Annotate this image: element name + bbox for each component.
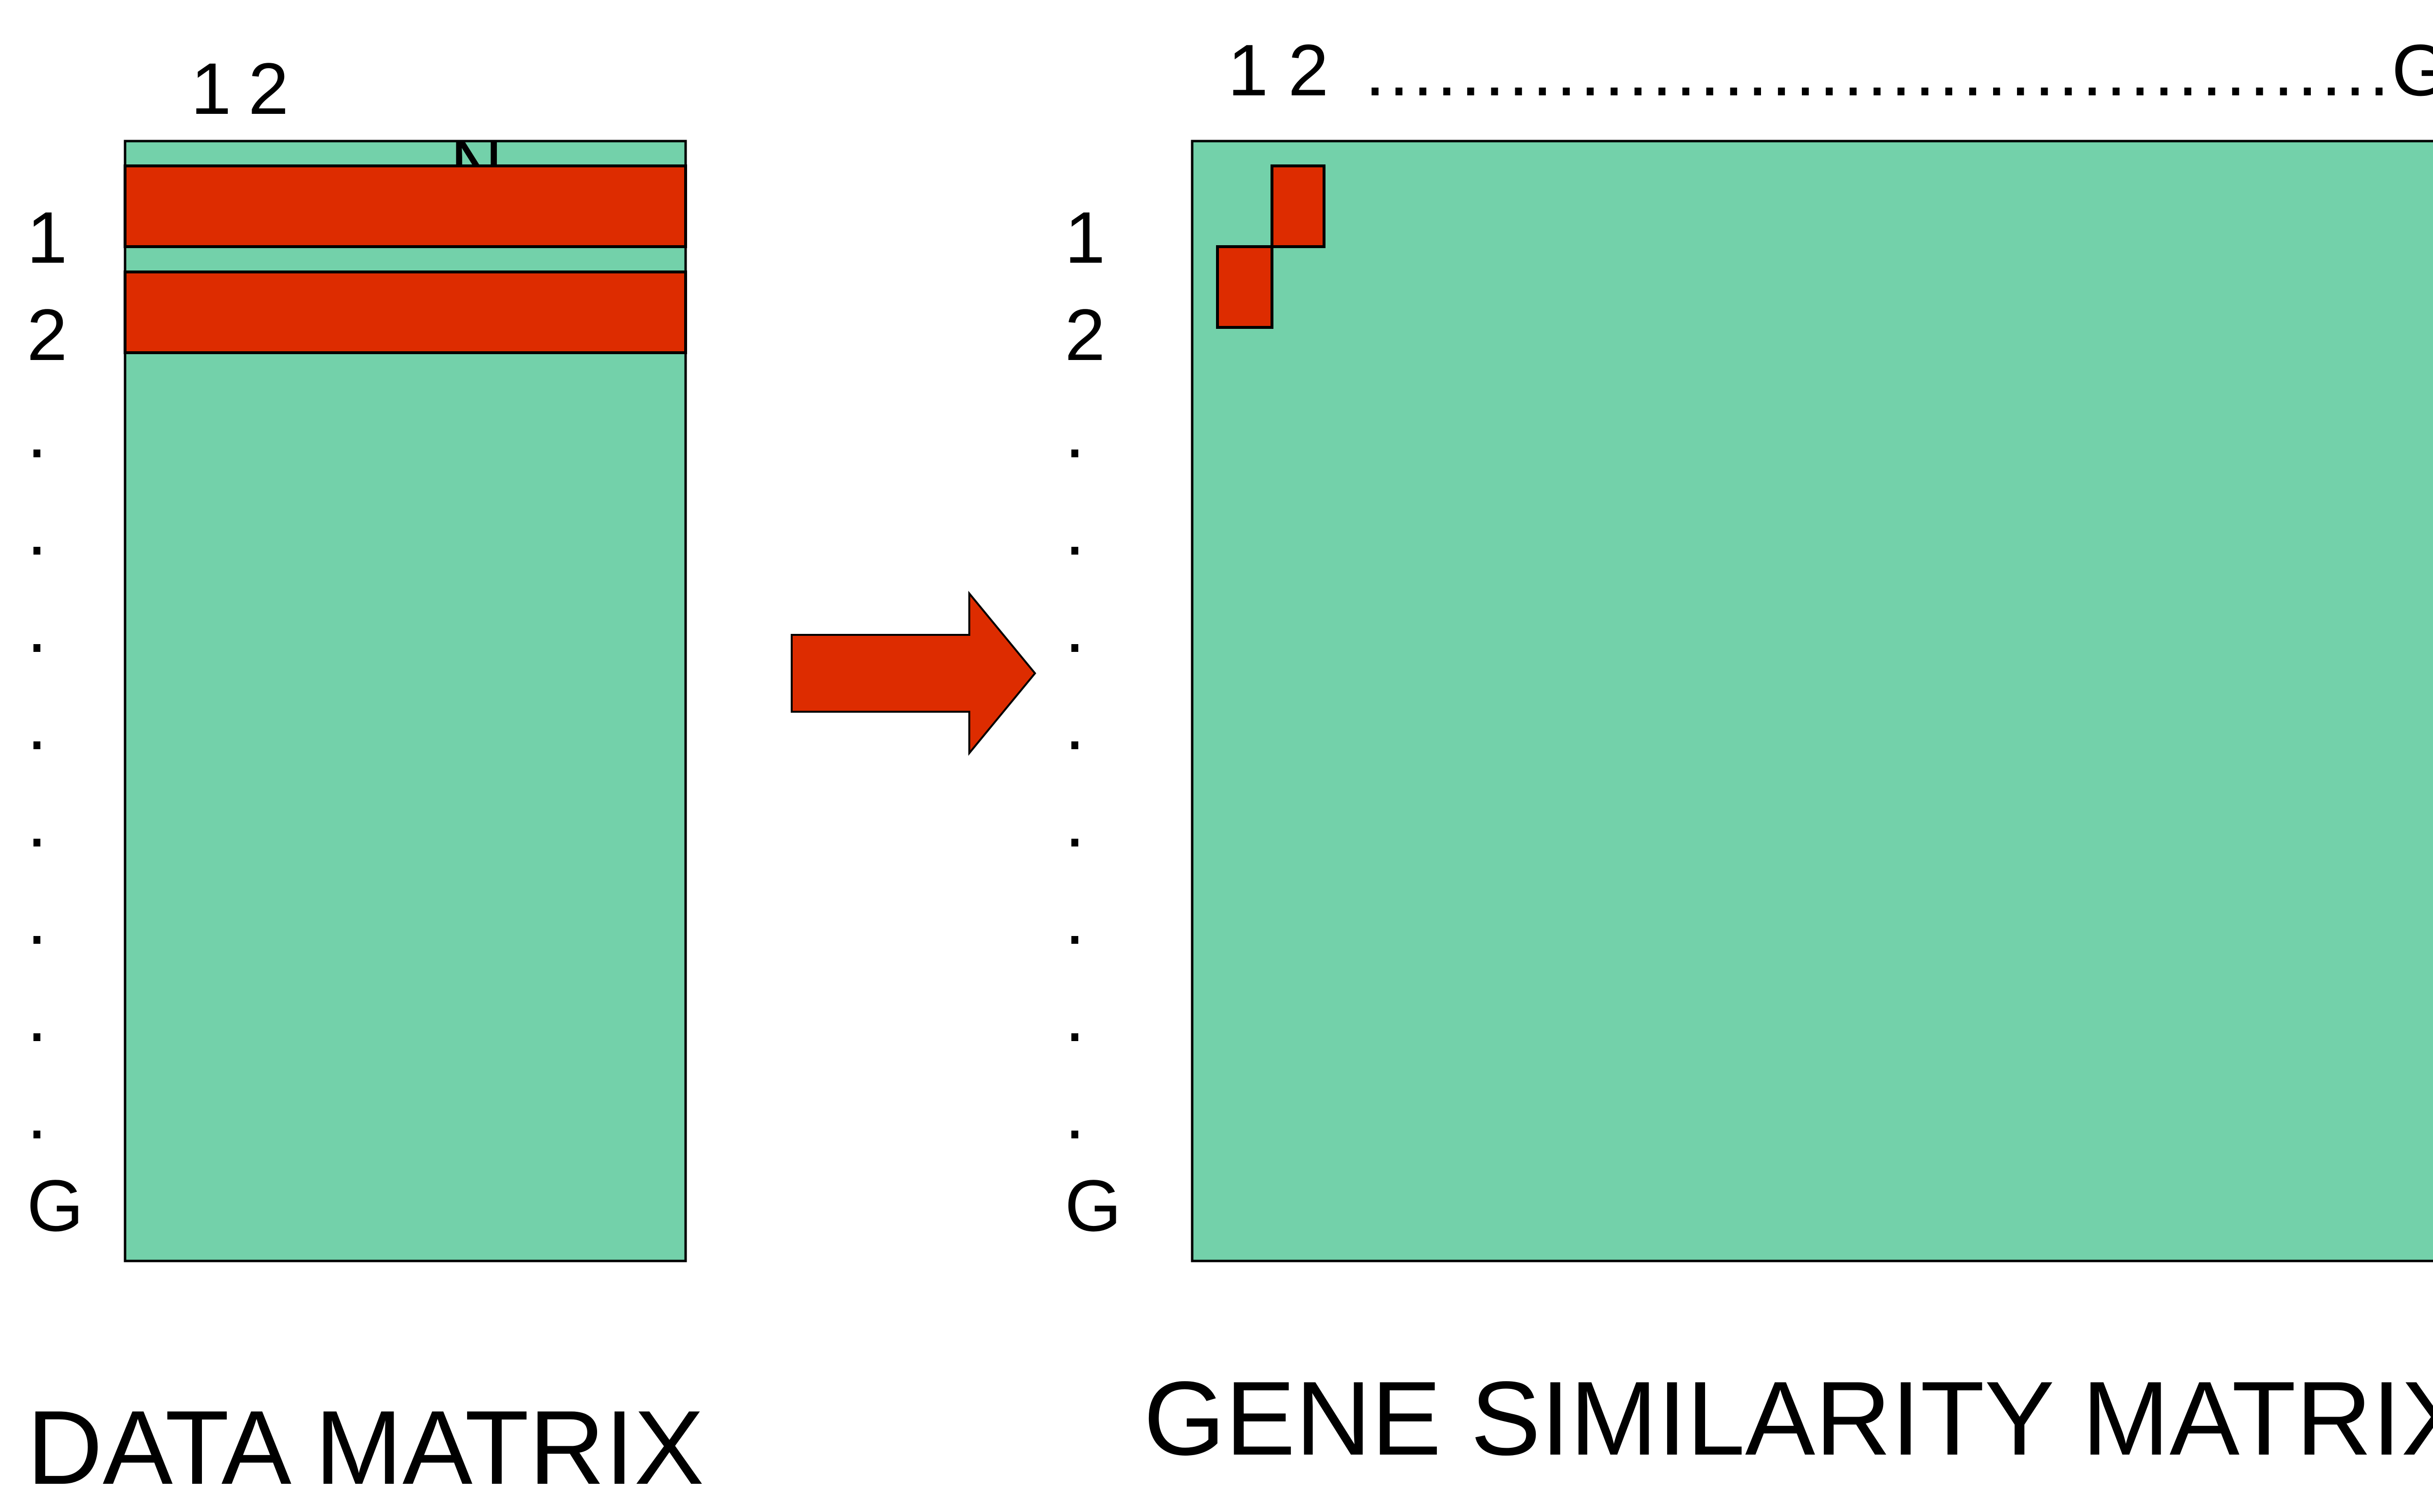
data-matrix-row-label-dot: . xyxy=(27,586,47,667)
similarity-col-label-1: 1 xyxy=(1228,29,1268,111)
data-matrix-row-label-dot: . xyxy=(27,488,47,570)
data-matrix-row-label-dot: . xyxy=(27,683,47,765)
similarity-col-label-2: 2 xyxy=(1288,29,1328,111)
similarity-row-label-dot: . xyxy=(1065,391,1085,473)
similarity-row-label-dot: . xyxy=(1065,488,1085,570)
similarity-row-label-dot: . xyxy=(1065,1072,1085,1154)
data-matrix-col-label-2: 2 xyxy=(248,48,289,129)
data-matrix-col-label-1: 1 xyxy=(191,48,231,129)
similarity-cell-row1-col2 xyxy=(1271,164,1325,248)
similarity-row-label-2: 2 xyxy=(1065,294,1105,376)
similarity-row-label-dot: . xyxy=(1065,683,1085,765)
data-matrix-row-label-1: 1 xyxy=(27,197,67,278)
data-matrix-row-label-dot: . xyxy=(27,975,47,1057)
data-matrix-row-label-dot: . xyxy=(27,1072,47,1154)
data-matrix-row-label-dot: . xyxy=(27,780,47,862)
similarity-col-label-g: G xyxy=(2392,29,2433,111)
similarity-row-label-1: 1 xyxy=(1065,197,1105,278)
data-matrix-row-label-dot: . xyxy=(27,878,47,959)
similarity-matrix-title: GENE SIMILARITY MATRIX xyxy=(1144,1359,2433,1477)
similarity-row-labels: 1 2........ G xyxy=(1065,197,1122,1246)
similarity-matrix-body xyxy=(1191,140,2433,1262)
similarity-cell-row2-col1 xyxy=(1216,245,1273,329)
right-arrow-icon xyxy=(791,591,1036,756)
data-matrix-row-labels: 1 2........ G xyxy=(27,197,84,1246)
similarity-row-label-dot: . xyxy=(1065,586,1085,667)
data-matrix-row-label-dot: . xyxy=(27,391,47,473)
similarity-row-label-dot: . xyxy=(1065,878,1085,959)
data-matrix-panel: 1 2 N 12........G DATA MATRIX xyxy=(27,48,704,1506)
data-matrix-highlight-row-1 xyxy=(124,164,687,248)
data-matrix-title: DATA MATRIX xyxy=(27,1388,704,1506)
data-matrix-highlight-row-2 xyxy=(124,270,687,354)
data-matrix-row-label-g: G xyxy=(27,1165,84,1246)
similarity-matrix-panel: 1 2 ....................................… xyxy=(1065,29,2433,1477)
similarity-col-dots: ........................................… xyxy=(1365,29,2389,111)
similarity-row-label-dot: . xyxy=(1065,975,1085,1057)
data-matrix-row-label-2: 2 xyxy=(27,294,67,376)
similarity-row-label-dot: . xyxy=(1065,780,1085,862)
similarity-row-label-g: G xyxy=(1065,1165,1122,1246)
